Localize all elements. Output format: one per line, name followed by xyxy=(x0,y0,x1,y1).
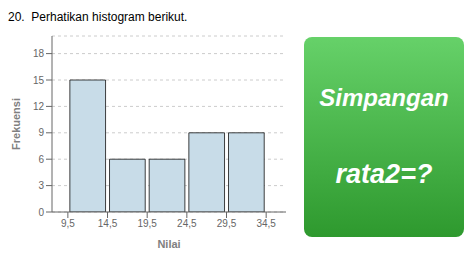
svg-text:19,5: 19,5 xyxy=(137,218,157,229)
svg-text:Nilai: Nilai xyxy=(157,238,180,248)
html-text:20. Perhatikan histogram berik: 20. Perhatikan histogram berikut. xyxy=(8,10,188,24)
svg-text:3: 3 xyxy=(38,180,44,191)
svg-text:14,5: 14,5 xyxy=(98,218,118,229)
svg-text:18: 18 xyxy=(33,48,45,59)
svg-text:29,5: 29,5 xyxy=(217,218,237,229)
svg-text:6: 6 xyxy=(38,154,44,165)
svg-text:9,5: 9,5 xyxy=(61,218,75,229)
svg-text:15: 15 xyxy=(33,75,45,86)
html-text:Simpangan: Simpangan xyxy=(319,84,449,111)
svg-text:0: 0 xyxy=(38,207,44,218)
svg-text:34,5: 34,5 xyxy=(256,218,276,229)
svg-text:12: 12 xyxy=(33,101,45,112)
svg-text:24,5: 24,5 xyxy=(177,218,197,229)
svg-text:9: 9 xyxy=(38,127,44,138)
html-text:rata2=?: rata2=? xyxy=(335,159,433,189)
svg-text:Frekuensi: Frekuensi xyxy=(10,98,22,150)
